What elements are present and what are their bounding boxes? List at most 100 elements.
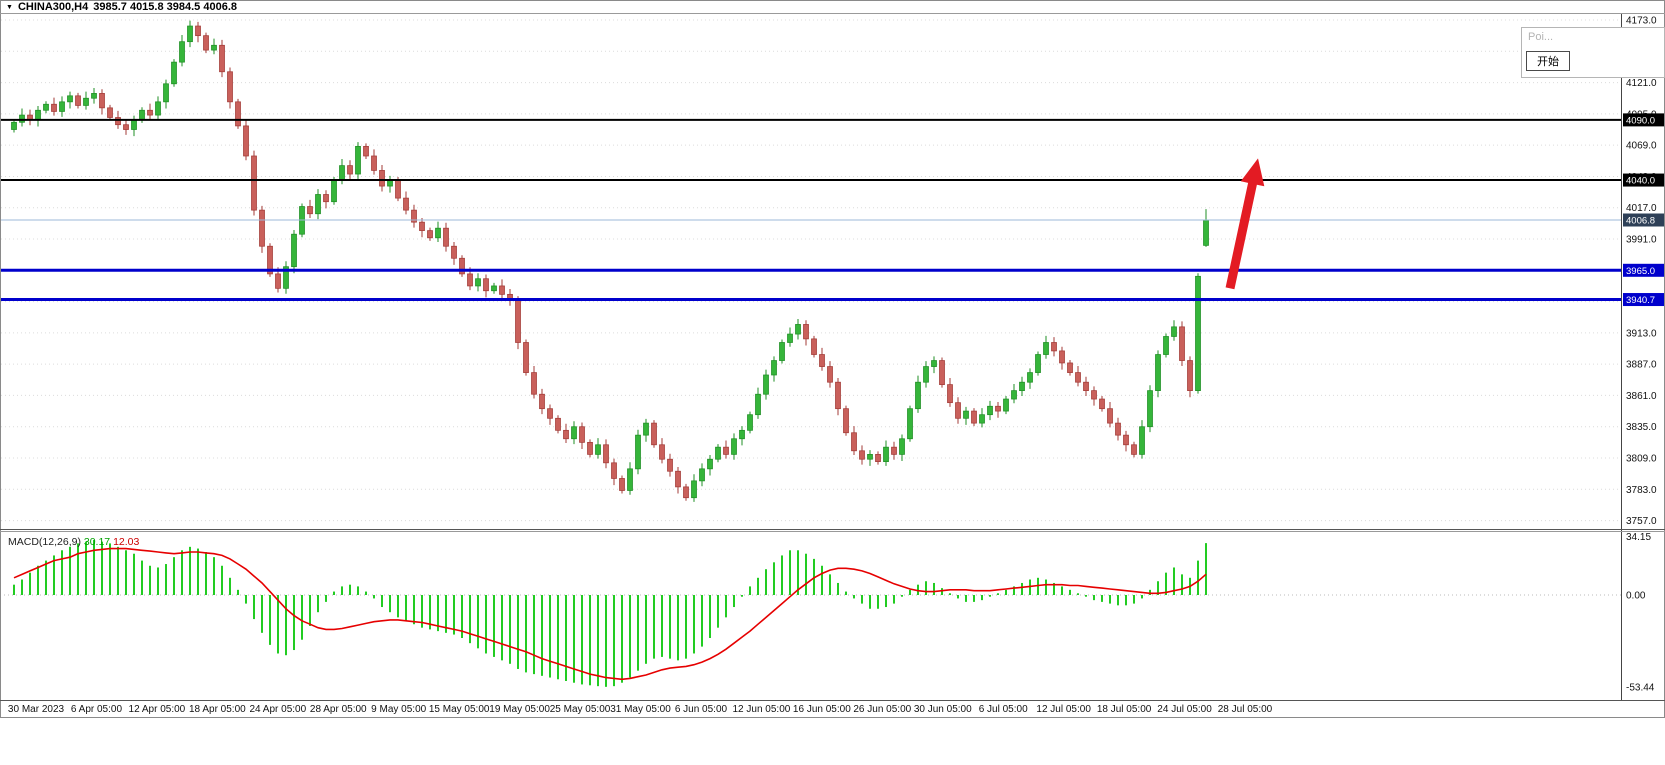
candle-body <box>371 155 377 171</box>
candle-body <box>971 410 977 424</box>
candle-body <box>947 384 953 404</box>
candle-body <box>115 117 121 126</box>
time-tick-label: 6 Jun 05:00 <box>675 704 728 715</box>
hline-box <box>1623 113 1664 127</box>
candle-body <box>123 124 129 130</box>
candle-body <box>1035 354 1041 373</box>
candle-body <box>1195 275 1201 391</box>
candle-body <box>1171 326 1177 337</box>
candle-body <box>883 446 889 462</box>
symbol-dropdown-icon[interactable]: ▼ <box>6 3 13 11</box>
time-tick-label: 18 Apr 05:00 <box>189 704 246 715</box>
candle-body <box>163 83 169 103</box>
candle-body <box>459 257 465 275</box>
hline-label: 4090.0 <box>1626 115 1655 126</box>
candle-body <box>867 454 873 460</box>
candle-body <box>899 438 905 455</box>
candle-body <box>1003 398 1009 412</box>
candle-body <box>1011 390 1017 400</box>
candle-body <box>955 402 961 419</box>
candle-body <box>1131 444 1137 455</box>
time-tick-label: 6 Jul 05:00 <box>979 704 1028 715</box>
time-tick-label: 30 Mar 2023 <box>8 704 65 715</box>
macd-tick-label: 34.15 <box>1626 532 1651 543</box>
candle-body <box>259 209 265 247</box>
candle-body <box>787 333 793 343</box>
candle-body <box>667 458 673 472</box>
candle-body <box>1203 219 1209 246</box>
time-tick-label: 28 Jul 05:00 <box>1218 704 1273 715</box>
candle-body <box>155 101 161 116</box>
candle-body <box>771 360 777 376</box>
candle-body <box>1187 360 1193 391</box>
macd-tick-label: 0.00 <box>1626 591 1646 602</box>
time-tick-label: 15 May 05:00 <box>429 704 490 715</box>
candle-body <box>11 121 17 130</box>
candle-body <box>555 417 561 431</box>
candle-body <box>179 41 185 63</box>
hline-box <box>1623 173 1664 187</box>
candle-body <box>139 109 145 121</box>
price-tick-label: 3835.0 <box>1626 422 1657 433</box>
candle-body <box>235 101 241 127</box>
candle-body <box>963 410 969 419</box>
candle-body <box>1027 372 1033 383</box>
time-tick-label: 24 Jul 05:00 <box>1157 704 1212 715</box>
candle-body <box>587 441 593 455</box>
time-tick-label: 16 Jun 05:00 <box>793 704 851 715</box>
candle-body <box>1163 336 1169 355</box>
candle-body <box>539 393 545 410</box>
candle-body <box>1051 342 1057 352</box>
candle-body <box>835 381 841 410</box>
candle-body <box>1059 350 1065 364</box>
candle-body <box>819 354 825 367</box>
candle-body <box>107 107 113 118</box>
candle-body <box>363 145 369 157</box>
candle-body <box>747 414 753 431</box>
candle-body <box>347 165 353 175</box>
candle-body <box>1139 426 1145 455</box>
candle-body <box>563 429 569 440</box>
start-button[interactable]: 开始 <box>1526 51 1570 71</box>
macd-tick-label: -53.44 <box>1626 682 1655 693</box>
candle-body <box>1075 372 1081 383</box>
candle-body <box>91 93 97 99</box>
candle-body <box>395 179 401 199</box>
candle-body <box>467 273 473 287</box>
candle-body <box>635 434 641 470</box>
candle-body <box>875 454 881 462</box>
candle-body <box>227 71 233 103</box>
candle-body <box>1091 390 1097 400</box>
candle-body <box>131 119 137 130</box>
candle-body <box>523 342 529 373</box>
hline-box <box>1623 263 1664 277</box>
candle-body <box>1123 434 1129 446</box>
floating-panel: Poi... 开始 <box>1521 27 1665 78</box>
candle-body <box>795 324 801 335</box>
candle-body <box>571 426 577 440</box>
candle-body <box>939 360 945 385</box>
candle-body <box>419 221 425 231</box>
candle-body <box>1067 362 1073 373</box>
chart-symbol-period: CHINA300,H4 <box>17 1 89 13</box>
candle-body <box>355 145 361 175</box>
time-tick-label: 24 Apr 05:00 <box>249 704 306 715</box>
candle-body <box>843 408 849 434</box>
time-tick-label: 26 Jun 05:00 <box>853 704 911 715</box>
candle-body <box>995 405 1001 412</box>
candle-body <box>627 468 633 491</box>
candle-body <box>659 444 665 460</box>
candle-body <box>531 372 537 395</box>
candle-body <box>675 470 681 488</box>
candle-body <box>219 44 225 73</box>
candle-body <box>475 278 481 287</box>
time-tick-label: 12 Apr 05:00 <box>129 704 186 715</box>
candle-body <box>171 61 177 85</box>
time-tick-label: 19 May 05:00 <box>489 704 550 715</box>
candle-body <box>331 179 337 203</box>
trend-arrow[interactable] <box>1225 158 1265 290</box>
candle-body <box>83 97 89 106</box>
candle-body <box>1099 398 1105 410</box>
